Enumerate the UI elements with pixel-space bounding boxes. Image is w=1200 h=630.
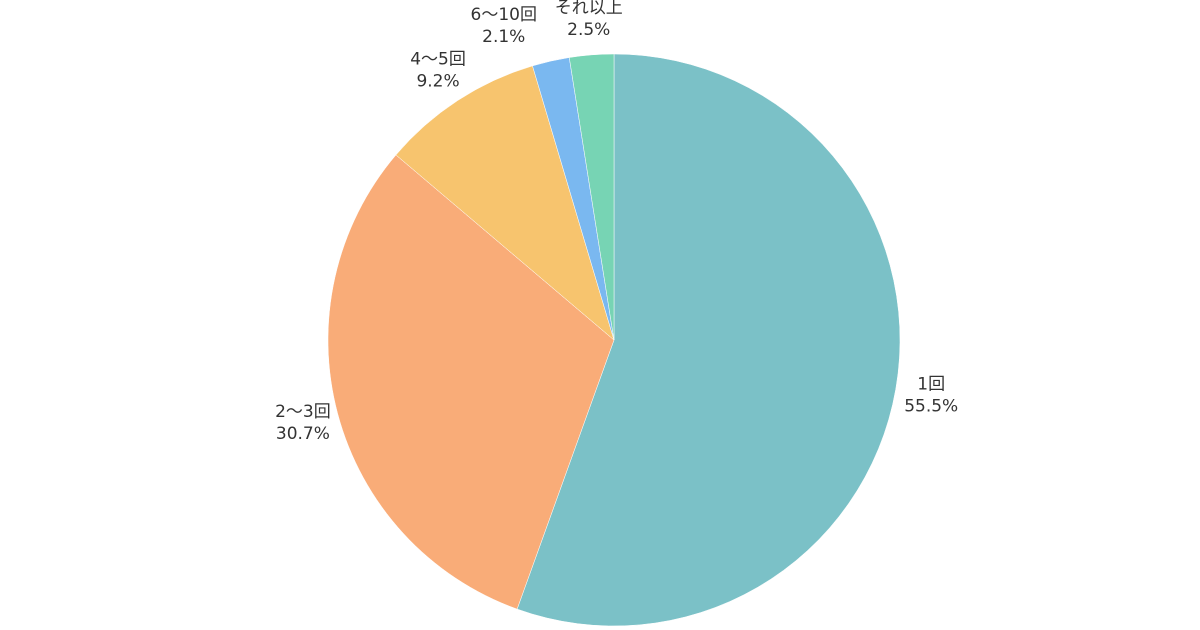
slice-value-label: 30.7% bbox=[276, 424, 330, 444]
slice-label: それ以上 bbox=[555, 0, 623, 18]
slice-value-label: 55.5% bbox=[904, 396, 958, 416]
slice-value-label: 2.1% bbox=[482, 27, 525, 47]
slice-label: 4〜5回 bbox=[410, 49, 466, 69]
slice-label: 1回 bbox=[917, 374, 945, 394]
slice-label: 2〜3回 bbox=[275, 402, 331, 422]
slice-label: 6〜10回 bbox=[471, 5, 537, 25]
pie-slice bbox=[516, 53, 901, 627]
pie-slice bbox=[568, 53, 615, 341]
slice-value-label: 9.2% bbox=[416, 71, 459, 91]
pie-slice bbox=[395, 65, 615, 341]
pie-slice bbox=[327, 154, 615, 610]
slice-value-label: 2.5% bbox=[567, 20, 610, 40]
